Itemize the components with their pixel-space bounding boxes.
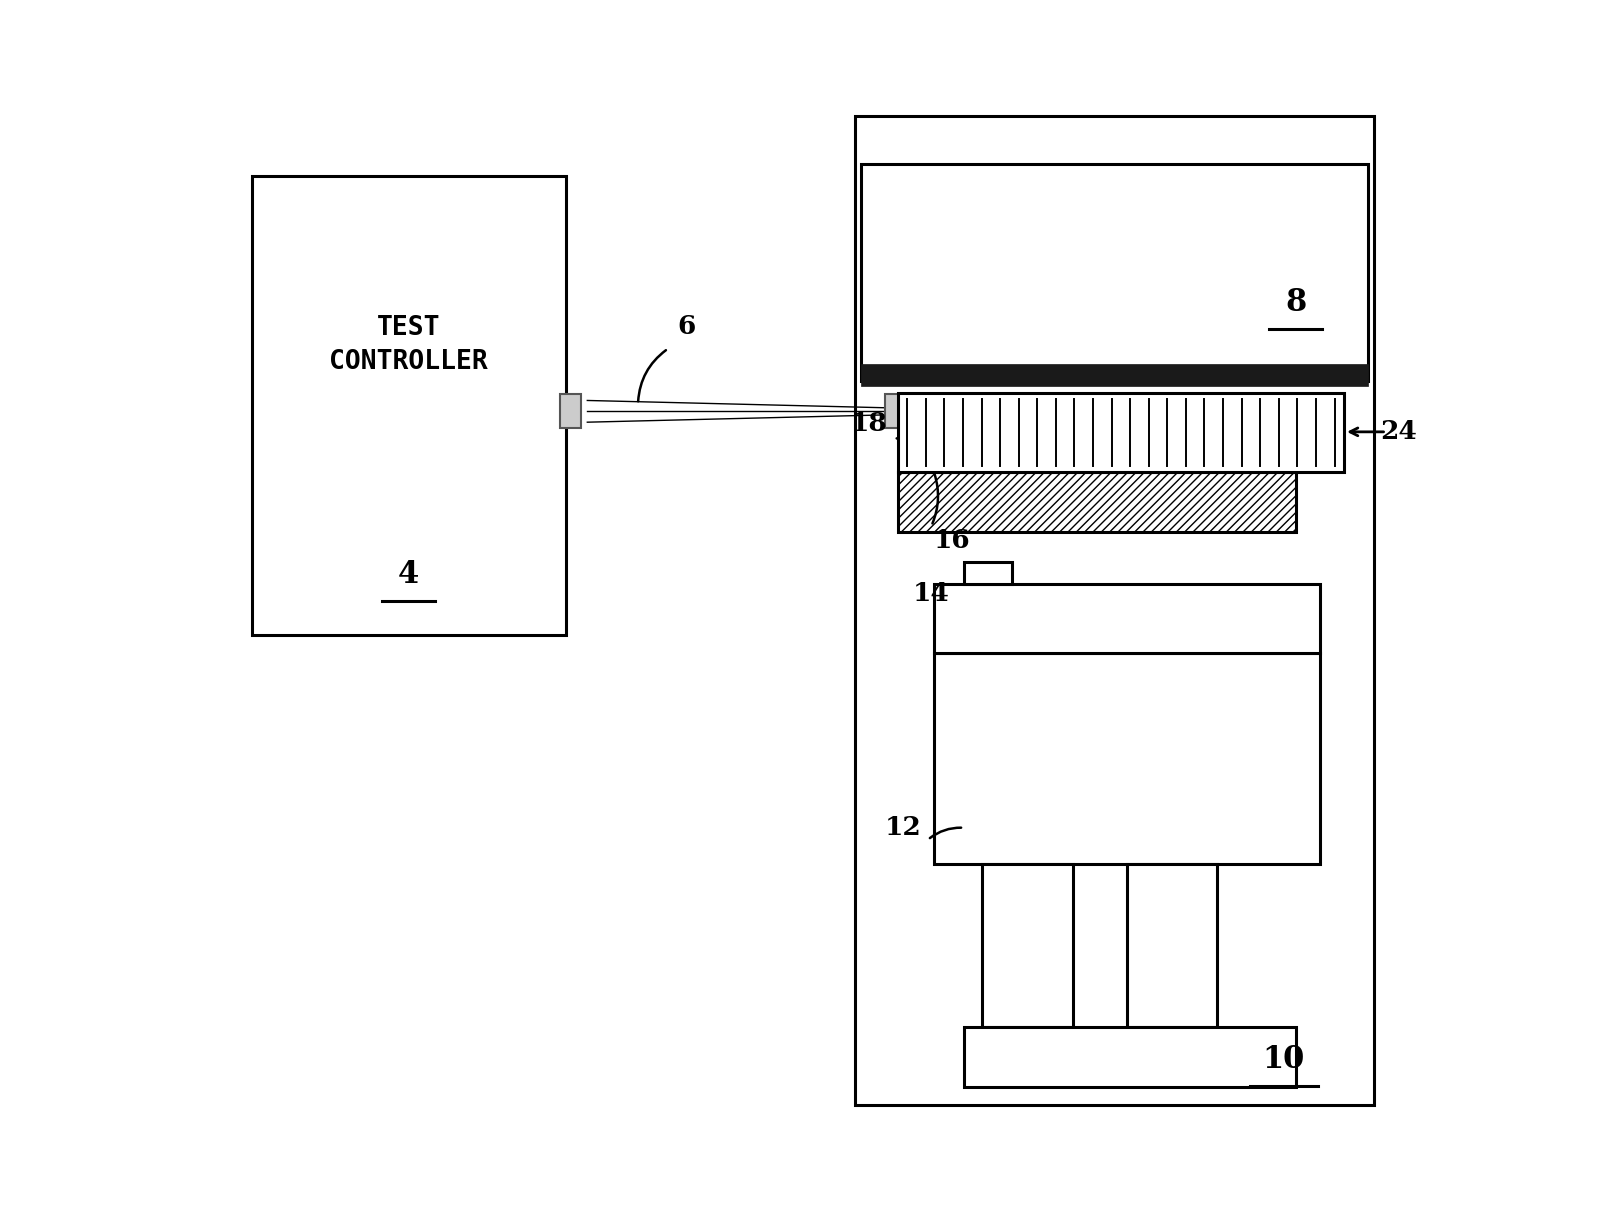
Bar (252, 176, 565, 635)
Bar (964, 562, 1012, 584)
Bar (935, 584, 1320, 653)
Bar (935, 653, 1320, 864)
Bar (981, 864, 1073, 1027)
Bar (897, 393, 1344, 471)
Text: 18: 18 (851, 411, 888, 436)
Text: 10: 10 (1262, 1044, 1306, 1074)
Text: 14: 14 (912, 581, 949, 606)
Text: 6: 6 (678, 314, 696, 339)
Text: TEST
CONTROLLER: TEST CONTROLLER (329, 315, 487, 375)
Bar (964, 1027, 1296, 1088)
Text: 24: 24 (1380, 419, 1417, 444)
Bar (886, 394, 907, 429)
Bar (560, 394, 581, 429)
Text: 16: 16 (935, 527, 970, 553)
Text: 12: 12 (884, 816, 922, 840)
Text: 4: 4 (399, 559, 420, 590)
Bar (897, 471, 1296, 532)
Text: 8: 8 (1285, 287, 1306, 319)
Bar (1127, 864, 1217, 1027)
Bar (862, 164, 1369, 381)
Bar (855, 116, 1375, 1105)
Bar (862, 364, 1369, 386)
